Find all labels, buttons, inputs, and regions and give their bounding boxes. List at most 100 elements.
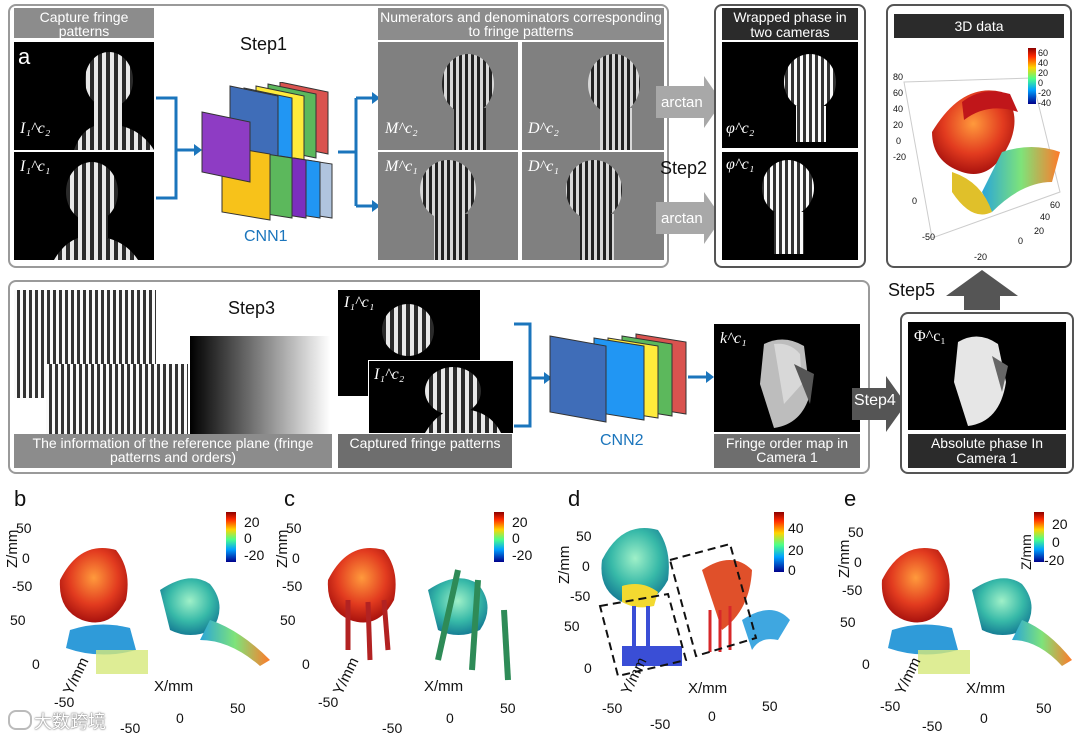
capture-title: Capture fringe patterns — [14, 8, 154, 38]
c-cbar-tick-1: 0 — [512, 530, 520, 546]
symbol-phi-c2: φ^c₂ — [726, 120, 755, 137]
d-z-tick-2: -50 — [570, 588, 591, 604]
symbol-I-c2: I₁^c₂ — [20, 120, 51, 137]
step3-label: Step3 — [228, 298, 276, 318]
3d-axis-tick-9: 0 — [1018, 236, 1024, 246]
e-cbar-tick-0: 20 — [1052, 516, 1068, 532]
e-z-tick-1: 0 — [854, 554, 862, 570]
numerator-c1-image — [378, 152, 518, 260]
e-z-tick-0: 50 — [848, 524, 864, 540]
step2-label: Step2 — [660, 158, 708, 178]
denominator-c2-image — [522, 42, 664, 150]
denominator-c1-image — [522, 152, 664, 260]
plot-d-surface — [592, 510, 832, 720]
step3-symbol-I-c1: I₁^c₁ — [344, 294, 375, 311]
d-cbar-tick-1: 20 — [788, 542, 804, 558]
3d-axis-tick-10: 20 — [1034, 226, 1045, 236]
3d-axis-tick-0: 80 — [893, 72, 904, 82]
cnn2-label: CNN2 — [600, 432, 644, 449]
plot-c-surface — [308, 510, 548, 720]
d-cbar-tick-0: 40 — [788, 520, 804, 536]
step5-arrow — [946, 270, 1018, 310]
3d-data-plot — [892, 42, 1068, 262]
3d-axis-tick-1: 60 — [893, 88, 904, 98]
arrow-cnn2-output — [688, 371, 714, 383]
b-x-label: X/mm — [154, 678, 194, 695]
connector-cnn1-output — [338, 92, 380, 212]
panel-letter-c: c — [284, 486, 295, 511]
step5-label: Step5 — [888, 280, 936, 300]
cnn1-label: CNN1 — [244, 228, 288, 245]
symbol-Phi-c1: Φ^c₁ — [914, 328, 946, 345]
c-z-tick-2: -50 — [282, 578, 303, 594]
d-cbar-tick-2: 0 — [788, 562, 796, 578]
e-x-tick-2: 50 — [1036, 700, 1052, 716]
reference-fringe-image-2 — [46, 364, 188, 434]
captured-image-c1 — [14, 152, 154, 260]
c-y-tick-0: 50 — [280, 612, 296, 628]
captured-step3-c2-image — [368, 360, 514, 434]
3d-cbar-tick-40: 40 — [1038, 58, 1049, 68]
b-y-tick-0: 50 — [10, 612, 26, 628]
b-x-tick-0: -50 — [120, 720, 141, 736]
e-y-tick-2: -50 — [880, 698, 901, 714]
symbol-M-c2: M^c₂ — [385, 120, 418, 137]
c-x-label: X/mm — [424, 678, 464, 695]
absolute-phase-image — [908, 322, 1066, 430]
d-z-tick-0: 50 — [576, 528, 592, 544]
e-z-tick-2: -50 — [842, 582, 863, 598]
c-x-tick-1: 0 — [446, 710, 454, 726]
3d-cbar-tick-20: 20 — [1038, 68, 1049, 78]
panel-letter-d: d — [568, 486, 581, 511]
c-z-tick-1: 0 — [292, 550, 300, 566]
b-z-tick-2: -50 — [12, 578, 33, 594]
b-y-tick-2: -50 — [54, 694, 75, 710]
arctan-arrows — [656, 76, 722, 244]
3d-axis-tick-2: 40 — [893, 104, 904, 114]
3d-axis-tick-4: 0 — [896, 136, 902, 146]
b-cbar-tick-0: 20 — [244, 514, 260, 530]
cnn2-diagram — [549, 333, 687, 423]
plot-b-surface — [40, 510, 280, 720]
step4-arrow — [852, 376, 906, 432]
d-y-tick-0: 50 — [564, 618, 580, 634]
c-cbar-tick-0: 20 — [512, 514, 528, 530]
step3-symbol-I-c2: I₁^c₂ — [374, 366, 405, 383]
arctan-label-bottom: arctan — [661, 210, 703, 227]
wrapped-phase-c2-image — [722, 42, 858, 148]
b-cbar-tick-2: -20 — [244, 547, 265, 563]
b-x-tick-1: 0 — [176, 710, 184, 726]
e-cbar-tick-2: -20 — [1044, 552, 1065, 568]
d-x-tick-1: 0 — [708, 708, 716, 724]
b-y-tick-1: 0 — [32, 656, 40, 672]
e-x-tick-1: 0 — [980, 710, 988, 726]
panel-letter-a: a — [18, 44, 31, 69]
b-z-tick-1: 0 — [22, 550, 30, 566]
symbol-D-c2: D^c₂ — [528, 120, 559, 137]
3d-axis-tick-5: -20 — [893, 152, 907, 162]
b-z-tick-0: 50 — [16, 520, 32, 536]
d-x-tick-2: 50 — [762, 698, 778, 714]
c-x-tick-2: 50 — [500, 700, 516, 716]
e-cbar-tick-1: 0 — [1052, 534, 1060, 550]
numden-title: Numerators and denominators correspondin… — [378, 8, 664, 40]
c-x-tick-0: -50 — [382, 720, 403, 736]
3d-axis-tick-12: 60 — [1050, 200, 1061, 210]
panel-letter-e: e — [844, 486, 857, 511]
absolute-phase-title: Absolute phase In Camera 1 — [908, 434, 1066, 468]
d-z-tick-1: 0 — [582, 558, 590, 574]
watermark-icon — [8, 710, 32, 730]
plot-e-surface — [862, 510, 1078, 720]
c-y-tick-2: -50 — [318, 694, 339, 710]
3d-axis-tick-7: 0 — [912, 196, 918, 206]
3d-axis-tick-6: -50 — [922, 232, 936, 242]
fringe-order-title: Fringe order map in Camera 1 — [714, 434, 860, 468]
reference-title: The information of the reference plane (… — [14, 434, 332, 468]
e-x-tick-0: -50 — [922, 718, 943, 734]
symbol-k-c1: k^c₁ — [720, 330, 747, 347]
3d-data-title: 3D data — [894, 14, 1064, 38]
symbol-D-c1: D^c₁ — [528, 158, 559, 175]
captured-step3-title: Captured fringe patterns — [338, 434, 512, 468]
d-y-tick-2: -50 — [602, 700, 623, 716]
c-z-tick-0: 50 — [286, 520, 302, 536]
